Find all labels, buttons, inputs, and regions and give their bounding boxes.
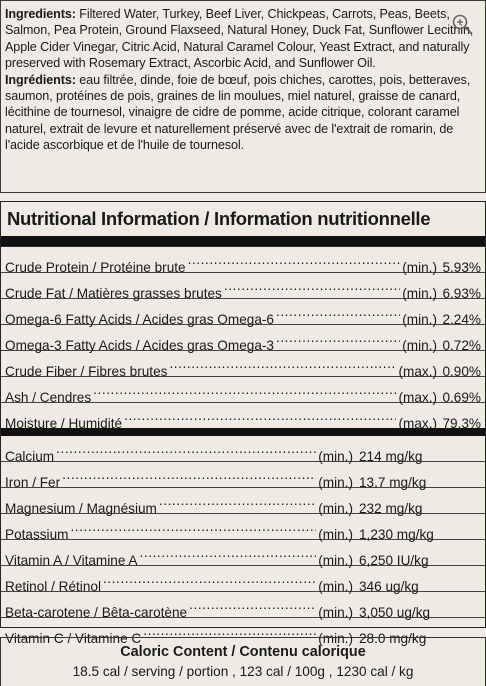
- leader-dots: [62, 462, 316, 487]
- leader-dots: [276, 325, 400, 350]
- nutrient-label: Calcium: [5, 449, 55, 464]
- nutrient-row: Calcium (min.) 214 mg/kg: [1, 436, 485, 464]
- nutrient-label: Omega-6 Fatty Acids / Acides gras Omega-…: [5, 312, 274, 327]
- nutrient-row: Crude Protein / Protéine brute (min.) 5.93…: [1, 247, 485, 275]
- nutrient-qualifier: (min.): [402, 286, 437, 301]
- nutrient-value: 79.3%: [442, 416, 481, 431]
- nutrition-title: Nutritional Information / Information nu…: [1, 202, 485, 246]
- leader-dots: [276, 299, 400, 324]
- nutrient-row: Vitamin C / Vitamine C (min.) 28.0 mg/kg: [1, 618, 485, 646]
- caloric-title: Caloric Content / Contenu calorique: [120, 644, 366, 660]
- leader-dots: [70, 514, 316, 539]
- nutrient-row: Iron / Fer (min.) 13.7 mg/kg: [1, 462, 485, 490]
- nutrient-label: Beta-carotene / Bêta-carotène: [5, 605, 188, 620]
- leader-dots: [56, 436, 316, 461]
- nutrient-label: Vitamin C / Vitamine C: [5, 631, 142, 646]
- ingredients-fr-label: Ingrédients:: [5, 72, 76, 87]
- nutrient-row: Potassium (min.) 1,230 mg/kg: [1, 514, 485, 542]
- nutrient-row: Vitamin A / Vitamine A (min.) 6,250 IU/kg: [1, 540, 485, 568]
- nutrient-value: 2.24%: [442, 312, 481, 327]
- nutrient-row: Moisture / Humidité (max.) 79.3%: [1, 403, 485, 431]
- nutrient-label: Crude Fat / Matières grasses brutes: [5, 286, 222, 301]
- nutrient-label: Omega-3 Fatty Acids / Acides gras Omega-…: [5, 338, 274, 353]
- leader-dots: [188, 247, 401, 272]
- ingredients-en-label: Ingredients:: [5, 7, 76, 21]
- nutrient-value: 214 mg/kg: [359, 449, 423, 464]
- nutrient-qualifier: (max.): [398, 390, 437, 405]
- leader-dots: [103, 566, 316, 591]
- nutrient-value: 0.90%: [442, 364, 481, 379]
- nutrient-qualifier: (min.): [402, 338, 437, 353]
- nutrient-label: Crude Fiber / Fibres brutes: [5, 364, 168, 379]
- nutrient-label: Potassium: [5, 527, 69, 542]
- nutrient-value: 13.7 mg/kg: [359, 475, 427, 490]
- nutrient-row: Omega-6 Fatty Acids / Acides gras Omega-…: [1, 299, 485, 327]
- nutrient-value: 6.93%: [442, 286, 481, 301]
- nutrient-value: 28.0 mg/kg: [359, 631, 427, 646]
- leader-dots: [159, 488, 316, 513]
- leader-dots: [143, 618, 316, 643]
- nutrient-qualifier: (min.): [402, 312, 437, 327]
- leader-dots: [124, 403, 396, 428]
- nutrient-value: 6,250 IU/kg: [359, 553, 429, 568]
- ingredients-fr-text: eau filtrée, dinde, foie de bœuf, pois c…: [5, 72, 471, 153]
- nutrient-qualifier: (min.): [318, 553, 353, 568]
- caloric-values: 18.5 cal / serving / portion , 123 cal /…: [72, 664, 414, 679]
- guaranteed-analysis: Crude Protein / Protéine brute (min.) 5.93…: [1, 247, 485, 431]
- nutrient-qualifier: (max.): [398, 416, 437, 431]
- nutrient-label: Ash / Cendres: [5, 390, 92, 405]
- nutrient-qualifier: (min.): [402, 260, 437, 275]
- nutrient-label: Retinol / Rétinol: [5, 579, 101, 594]
- nutrient-qualifier: (min.): [318, 475, 353, 490]
- ingredients-block: Ingredients: Filtered Water, Turkey, Bee…: [0, 0, 486, 193]
- nutrient-row: Beta-carotene / Bêta-carotène (min.) 3,050…: [1, 592, 485, 620]
- nutrient-value: 1,230 mg/kg: [359, 527, 434, 542]
- nutrient-qualifier: (min.): [318, 449, 353, 464]
- nutrient-qualifier: (min.): [318, 501, 353, 516]
- nutrient-label: Crude Protein / Protéine brute: [5, 260, 186, 275]
- nutrient-value: 232 mg/kg: [359, 501, 423, 516]
- ingredients-en-text: Filtered Water, Turkey, Beef Liver, Chic…: [5, 7, 474, 71]
- ingredients-french: Ingrédients: eau filtrée, dinde, foie de…: [5, 72, 481, 154]
- nutrient-qualifier: (min.): [318, 527, 353, 542]
- nutrient-qualifier: (max.): [398, 364, 437, 379]
- leader-dots: [93, 377, 396, 402]
- caloric-content: Caloric Content / Contenu calorique 18.5…: [0, 637, 486, 686]
- nutrient-value: 0.72%: [442, 338, 481, 353]
- leader-dots: [140, 540, 317, 565]
- zoom-in-icon[interactable]: [451, 13, 473, 35]
- nutrient-value: 3,050 ug/kg: [359, 605, 431, 620]
- nutrition-panel: Nutritional Information / Information nu…: [0, 201, 486, 646]
- vitamins-minerals: Calcium (min.) 214 mg/kg Iron / Fer (min.) 13…: [1, 436, 485, 646]
- nutrient-value: 346 ug/kg: [359, 579, 419, 594]
- nutrient-row: Crude Fat / Matières grasses brutes (min.…: [1, 273, 485, 301]
- leader-dots: [224, 273, 400, 298]
- nutrient-qualifier: (min.): [318, 605, 353, 620]
- nutrient-qualifier: (min.): [318, 579, 353, 594]
- nutrient-label: Magnesium / Magnésium: [5, 501, 157, 516]
- nutrient-qualifier: (min.): [318, 631, 353, 646]
- divider-thick: [1, 428, 485, 436]
- nutrient-row: Magnesium / Magnésium (min.) 232 mg/kg: [1, 488, 485, 516]
- nutrient-value: 0.69%: [442, 390, 481, 405]
- leader-dots: [189, 592, 316, 617]
- nutrient-value: 5.93%: [442, 260, 481, 275]
- nutrient-label: Iron / Fer: [5, 475, 61, 490]
- nutrient-label: Vitamin A / Vitamine A: [5, 553, 138, 568]
- leader-dots: [169, 351, 396, 376]
- nutrient-label: Moisture / Humidité: [5, 416, 123, 431]
- ingredients-english: Ingredients: Filtered Water, Turkey, Bee…: [5, 6, 481, 72]
